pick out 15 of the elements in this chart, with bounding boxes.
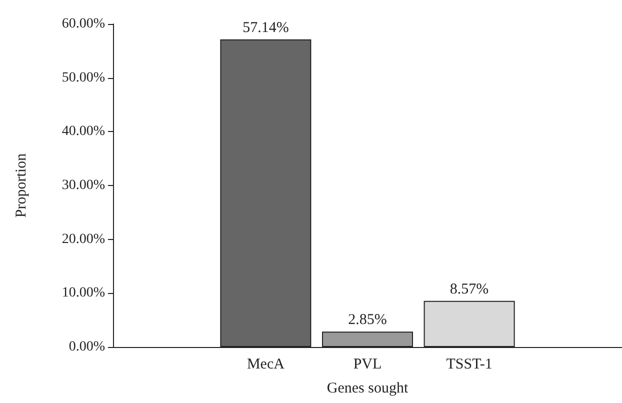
y-tick-label: 10.00% — [62, 286, 106, 301]
x-tick-label: MecA — [246, 356, 285, 372]
x-axis-title: Genes sought — [326, 380, 409, 396]
y-tick-label: 0.00% — [68, 340, 106, 354]
x-tick-label: TSST-1 — [446, 356, 492, 372]
y-tick-label: 30.00% — [62, 178, 106, 193]
y-tick-label: 40.00% — [62, 124, 106, 140]
x-tick-label: PVL — [353, 356, 382, 372]
y-tick-label: 20.00% — [62, 232, 106, 247]
y-tick-label: 60.00% — [62, 16, 106, 32]
data-label: 2.85% — [348, 312, 387, 328]
data-label: 8.57% — [450, 281, 489, 298]
y-tick-label: 50.00% — [62, 70, 106, 86]
data-label: 57.14% — [242, 20, 289, 36]
y-axis-title: Proportion — [14, 152, 30, 218]
